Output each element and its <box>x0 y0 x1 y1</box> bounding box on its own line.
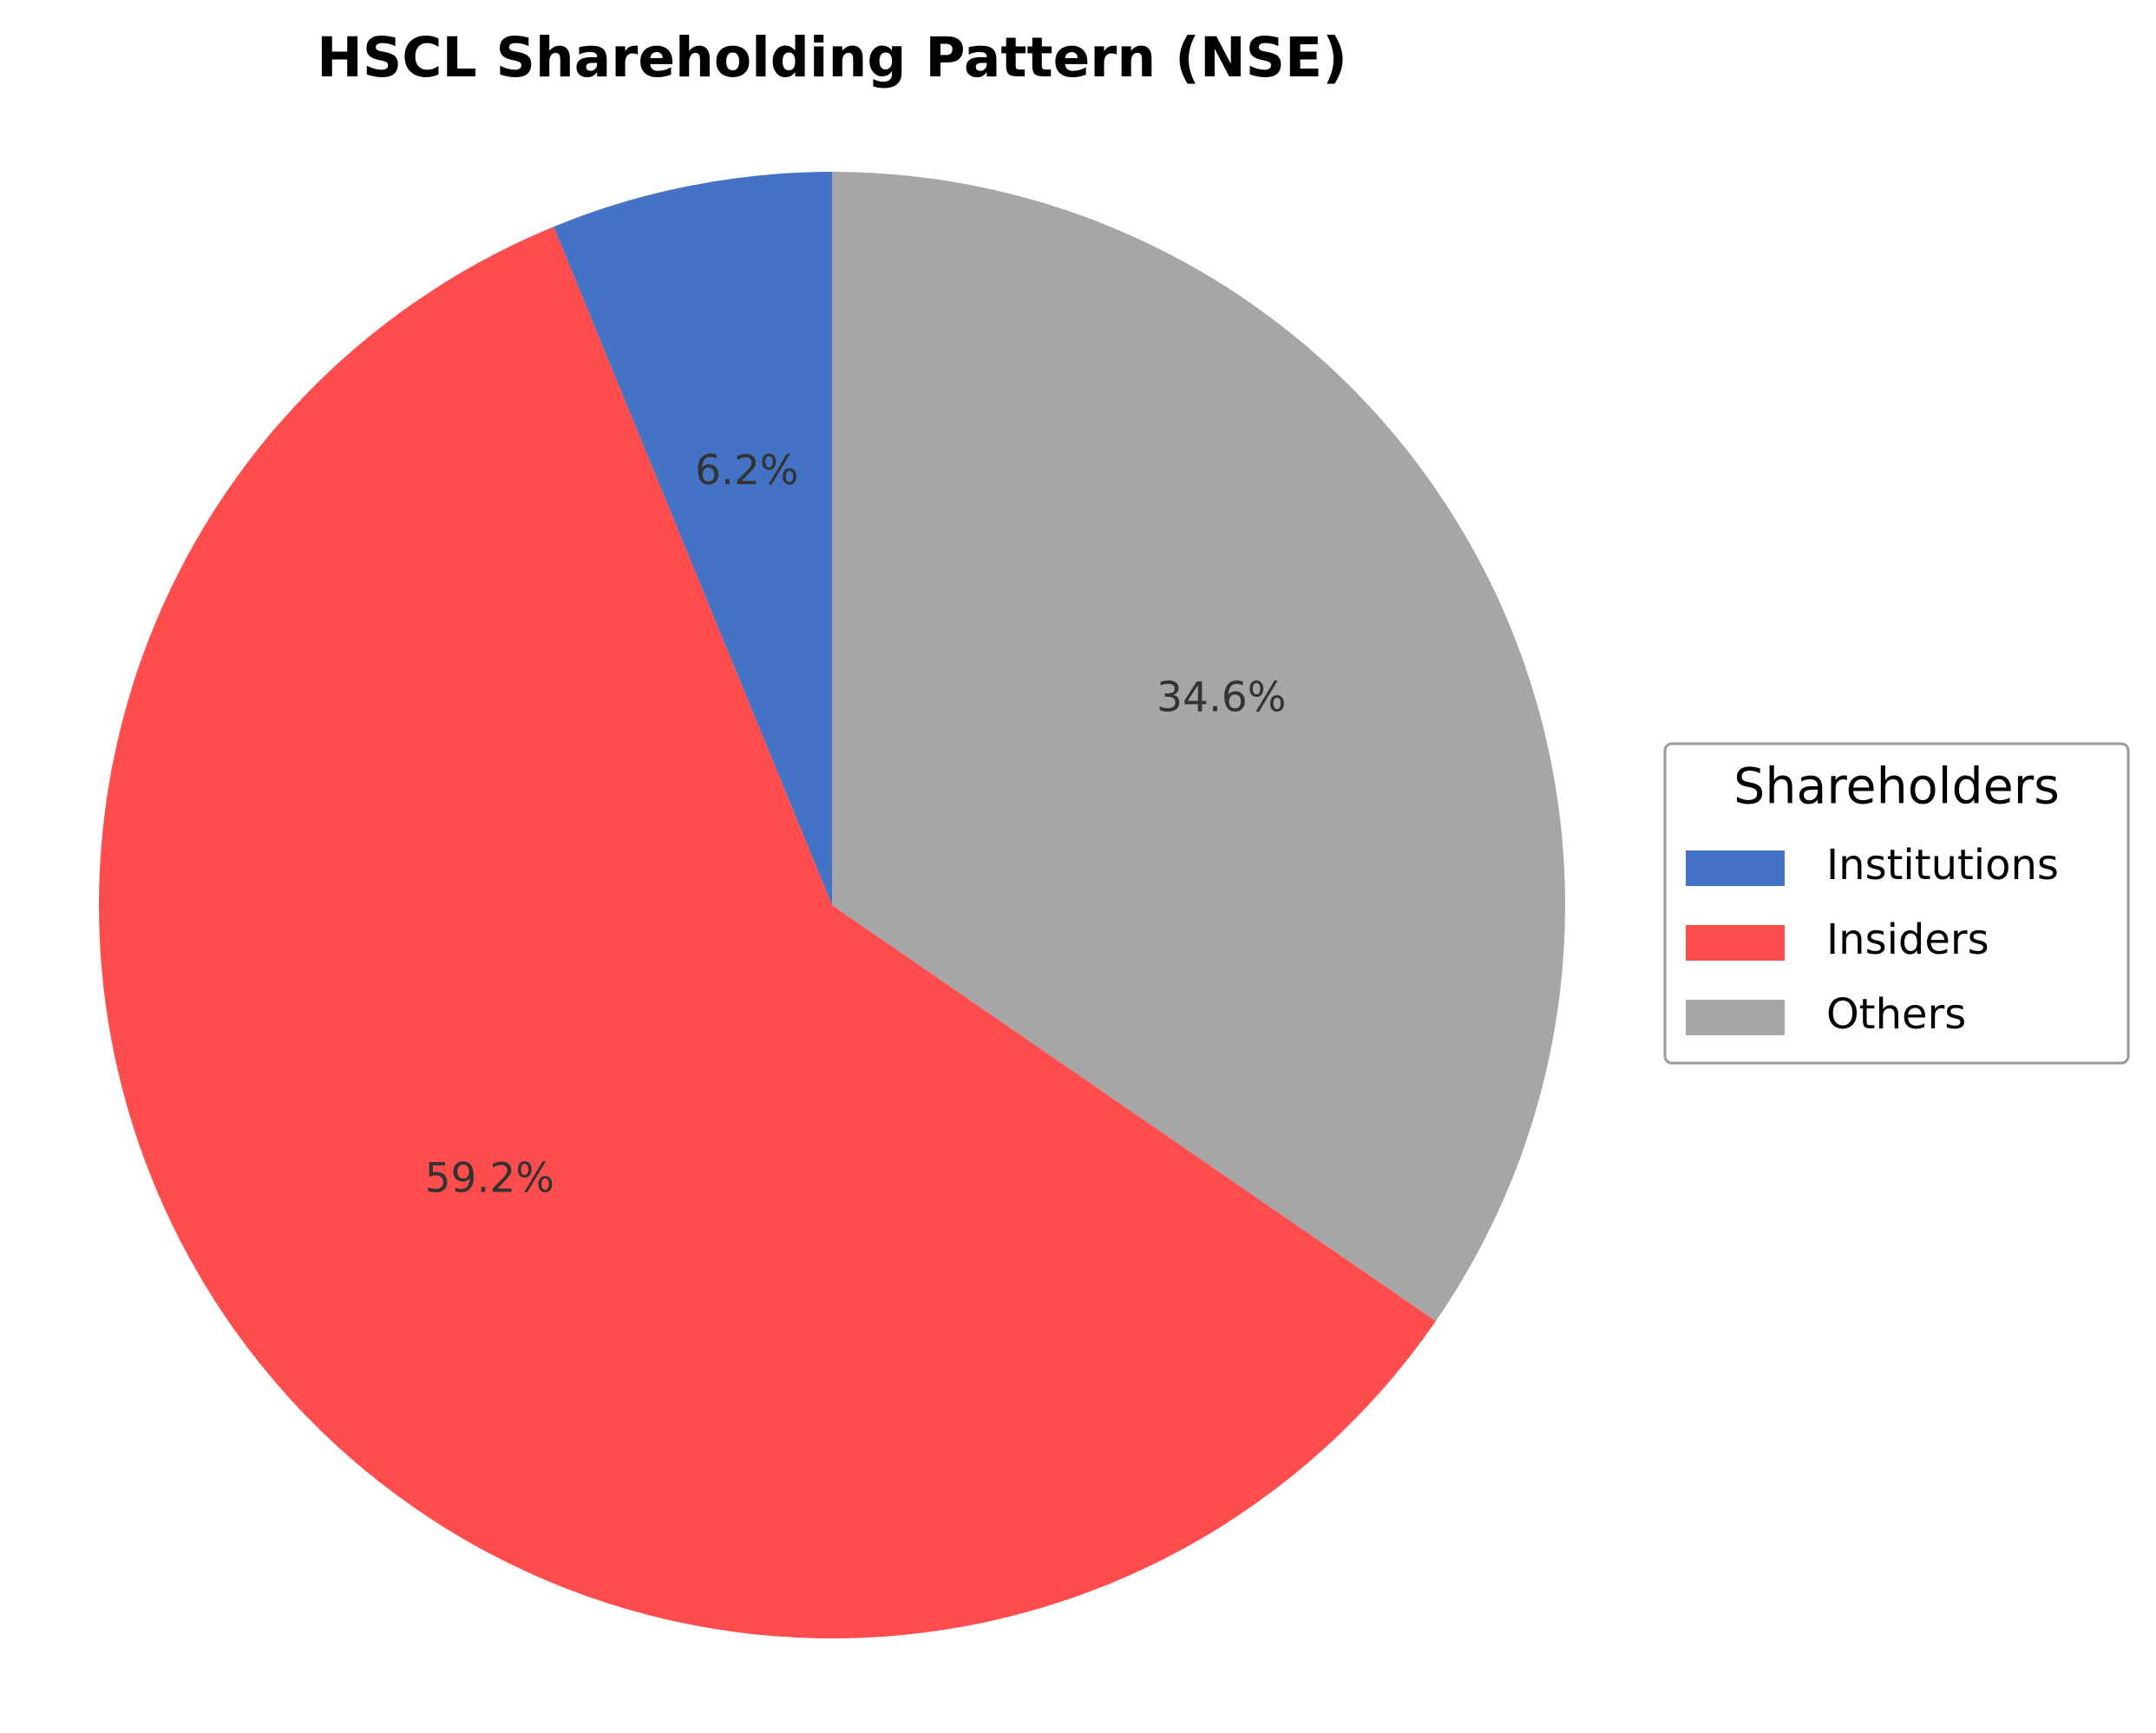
pie-slice <box>554 172 832 905</box>
value-label: 6.2% <box>695 447 798 495</box>
legend-box <box>1663 742 2130 1065</box>
legend-label: Insiders <box>1826 916 1989 964</box>
chart-title: HSCL Shareholding Pattern (NSE) <box>317 26 1347 89</box>
pie-slice <box>832 172 1565 1322</box>
legend-label: Institutions <box>1826 841 2059 889</box>
value-label: 34.6% <box>1157 674 1286 722</box>
legend-label: Others <box>1826 990 1966 1039</box>
legend-title: Shareholders <box>1733 758 2060 816</box>
value-label: 59.2% <box>425 1155 554 1203</box>
legend-swatch <box>1686 850 1785 886</box>
legend-swatch <box>1686 925 1785 961</box>
legend-swatch <box>1686 1000 1785 1035</box>
pie-slice <box>99 226 1436 1638</box>
